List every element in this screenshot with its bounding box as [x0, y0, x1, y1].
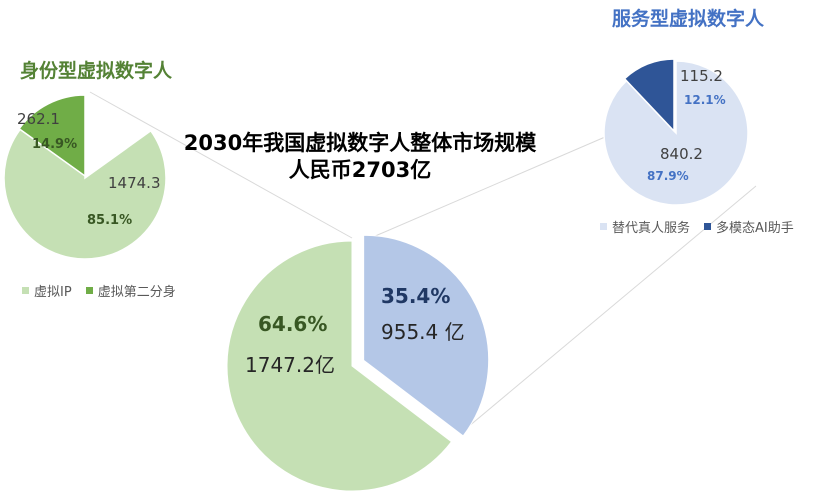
- legend-label: 虚拟IP: [34, 285, 72, 300]
- pie-label-value: 115.2: [680, 67, 723, 85]
- identity-pie: 262.1 14.9% 1474.3 85.1%: [3, 94, 167, 260]
- main-title-line2: 人民币2703亿: [288, 158, 432, 182]
- pie-label-percent: 85.1%: [87, 213, 132, 228]
- legend-swatch: [600, 223, 607, 230]
- main-pie: 35.4% 955.4 亿 64.6% 1747.2亿: [226, 234, 490, 491]
- service-pie-title: 服务型虚拟数字人: [612, 8, 765, 30]
- pie-label-percent: 87.9%: [647, 169, 689, 183]
- identity-pie-legend: 虚拟IP 虚拟第二分身: [22, 281, 190, 300]
- legend-label: 多模态AI助手: [716, 221, 794, 236]
- pie-label-value: 1474.3: [108, 174, 161, 192]
- pie-label-percent: 64.6%: [258, 312, 327, 336]
- pie-label-value: 262.1: [17, 110, 60, 128]
- pie-label-value: 955.4 亿: [381, 320, 465, 344]
- pie-label-percent: 14.9%: [32, 137, 77, 152]
- legend-swatch: [85, 287, 93, 294]
- legend-swatch: [22, 287, 29, 294]
- legend-item-virtual-second-self: 虚拟第二分身: [85, 281, 176, 300]
- legend-item-multimodal-ai: 多模态AI助手: [704, 217, 794, 236]
- legend-item-virtual-ip: 虚拟IP: [22, 281, 72, 300]
- pie-label-percent: 35.4%: [381, 284, 450, 308]
- connector-line-right-top: [365, 133, 613, 241]
- main-title-line1: 2030年我国虚拟数字人整体市场规模: [183, 131, 537, 155]
- pie-label-value: 840.2: [660, 145, 703, 163]
- connector-line-left: [89, 91, 353, 239]
- pie-slice-64-6: [226, 240, 453, 491]
- pie-slice-human-replacement: [603, 60, 749, 206]
- legend-label: 替代真人服务: [612, 221, 691, 236]
- legend-label: 虚拟第二分身: [97, 285, 176, 300]
- service-pie-legend: 替代真人服务 多模态AI助手: [600, 217, 808, 236]
- legend-item-human-replacement: 替代真人服务: [600, 217, 690, 236]
- pie-label-value: 1747.2亿: [245, 353, 335, 377]
- pie-label-percent: 12.1%: [684, 93, 726, 107]
- pie-slice-multimodal-ai: [623, 58, 675, 133]
- service-pie: 115.2 12.1% 840.2 87.9%: [603, 58, 749, 206]
- pie-slice-35-4: [363, 234, 490, 437]
- legend-swatch: [704, 223, 712, 230]
- identity-pie-title: 身份型虚拟数字人: [20, 60, 173, 82]
- pie-slice-virtual-second-self: [18, 94, 86, 178]
- main-title: 2030年我国虚拟数字人整体市场规模 人民币2703亿: [0, 130, 720, 184]
